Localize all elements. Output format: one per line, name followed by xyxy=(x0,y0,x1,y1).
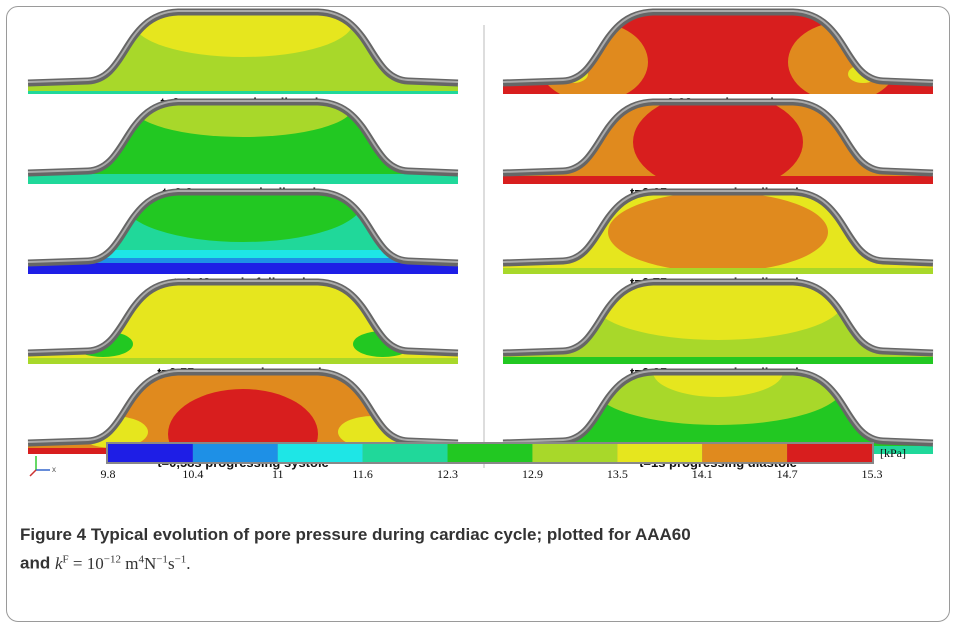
colorbar-segment xyxy=(362,444,448,462)
formula-part: −1 xyxy=(156,553,168,565)
colorbar-segment xyxy=(192,444,278,462)
colorbar-tick: 14.7 xyxy=(777,467,798,481)
colorbar-tick: 13.5 xyxy=(607,467,628,481)
contour-fill xyxy=(28,285,458,364)
vessel-wall-highlight xyxy=(502,370,934,443)
colorbar-segment xyxy=(787,444,872,462)
colorbar-unit: [kPa] xyxy=(880,446,906,460)
contour-region xyxy=(788,22,898,94)
colorbar-tick: 15.3 xyxy=(862,467,883,481)
caption-formula: kF = 10−12 m4N−1s−1. xyxy=(54,553,191,573)
contour-region xyxy=(608,195,828,272)
formula-part: −1 xyxy=(174,553,187,565)
contour-region xyxy=(28,358,458,364)
vessel-wall-highlight xyxy=(27,190,459,263)
colorbar-tick: 10.4 xyxy=(182,467,203,481)
contour-region xyxy=(633,105,803,184)
svg-text:x: x xyxy=(52,465,56,474)
formula-part: s xyxy=(167,553,175,573)
contour-region xyxy=(503,268,933,274)
contour-region xyxy=(503,357,933,364)
contour-region xyxy=(133,15,353,57)
colorbar-segment xyxy=(617,444,703,462)
colorbar-tick: 12.3 xyxy=(437,467,458,481)
vessel-wall-highlight xyxy=(27,280,459,353)
contour-region xyxy=(593,285,843,340)
formula-part: . xyxy=(186,553,191,573)
colorbar-tick: 11 xyxy=(272,467,284,481)
colorbar: 9.8 10.4 11 11.6 12.3 12.9 13.5 14.1 14.7 15.3 [kP… xyxy=(101,442,906,481)
caption-and: and xyxy=(20,553,51,573)
vessel-wall-highlight xyxy=(502,190,934,263)
formula-part: k xyxy=(54,553,63,573)
formula-part: N xyxy=(143,553,157,573)
figure-frame xyxy=(6,6,950,622)
caption-text: Typical evolution of pore pressure durin… xyxy=(90,525,691,544)
formula-part: m xyxy=(120,553,139,573)
vessel-wall-highlight xyxy=(27,10,459,83)
colorbar-tick: 11.6 xyxy=(352,467,373,481)
contour-plot xyxy=(27,278,459,364)
contour-region xyxy=(653,375,783,397)
formula-part: F xyxy=(62,553,69,565)
vessel-wall-highlight xyxy=(27,370,459,443)
contour-plot xyxy=(502,8,934,94)
formula-part: 4 xyxy=(138,553,144,565)
colorbar-segment xyxy=(277,444,363,462)
formula-part: −12 xyxy=(103,553,121,565)
contour-region xyxy=(503,176,933,184)
colorbar-segment xyxy=(702,444,788,462)
contour-fill xyxy=(503,195,933,274)
vessel-wall-highlight xyxy=(502,280,934,353)
colorbar-tick: 12.9 xyxy=(522,467,543,481)
axis-triad: x xyxy=(29,456,56,477)
vessel-wall-highlight xyxy=(502,100,934,173)
colorbar-segment xyxy=(532,444,618,462)
contour-fill xyxy=(503,15,933,94)
contour-plot xyxy=(502,98,934,184)
contour-plot xyxy=(502,278,934,364)
colorbar-tick: 9.8 xyxy=(101,467,116,481)
caption-label: Figure 4 xyxy=(20,525,87,544)
colorbar-segment xyxy=(108,444,193,462)
contour-region xyxy=(28,174,458,184)
contour-region xyxy=(133,105,353,137)
contour-region xyxy=(168,389,318,454)
contour-region xyxy=(28,263,458,274)
colorbar-segment xyxy=(447,444,533,462)
formula-part: = 10 xyxy=(68,553,104,573)
vessel-wall-highlight xyxy=(502,10,934,83)
contour-fill xyxy=(503,105,933,184)
colorbar-tick: 14.1 xyxy=(692,467,713,481)
contour-region xyxy=(28,91,458,94)
vessel-wall-highlight xyxy=(27,100,459,173)
contour-region xyxy=(123,195,363,242)
caption: Figure 4 Typical evolution of pore press… xyxy=(20,522,920,576)
contour-plot xyxy=(502,188,934,274)
